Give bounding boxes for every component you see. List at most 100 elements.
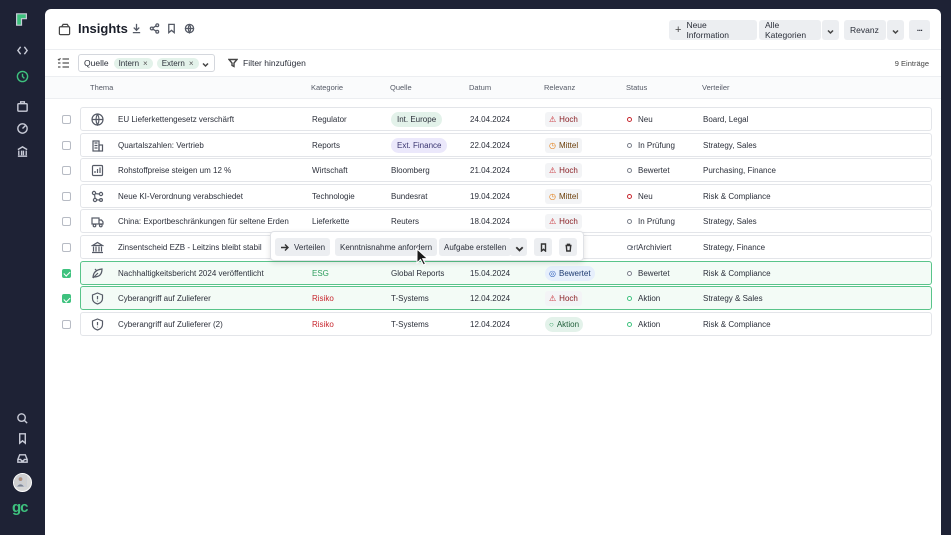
column-header-relevanz[interactable]: Relevanz	[544, 83, 576, 92]
categories-dropdown[interactable]: Alle Kategorien	[759, 20, 821, 40]
inbox-nav-icon[interactable]	[14, 450, 30, 466]
row-checkbox[interactable]	[62, 294, 71, 304]
request-acknowledgement-label: Kenntnisnahme anfordern	[340, 242, 433, 252]
row-checkbox[interactable]	[62, 319, 71, 329]
add-filter-label: Filter hinzufügen	[243, 58, 306, 68]
table-row[interactable]: China: Exportbeschränkungen für seltene …	[80, 209, 932, 234]
create-task-button[interactable]: Aufgabe erstellen	[439, 238, 512, 256]
request-acknowledgement-button[interactable]: Kenntnisnahme anfordern	[335, 238, 438, 256]
row-verteiler: Strategy, Sales	[703, 140, 757, 150]
row-checkbox[interactable]	[62, 268, 71, 278]
distribute-button[interactable]: Verteilen	[275, 238, 331, 256]
relevance-label: Aktion	[556, 319, 580, 329]
sort-dropdown-toggle[interactable]	[887, 20, 904, 40]
relevance-badge: ⚠ Hoch	[545, 112, 582, 127]
column-header-datum[interactable]: Datum	[469, 83, 492, 92]
table-row[interactable]: Neue KI-Verordnung verabschiedet Technolo…	[80, 183, 932, 208]
analytics-nav-icon[interactable]	[14, 120, 30, 136]
globe-action-icon[interactable]	[184, 23, 196, 35]
sort-dropdown[interactable]: Revanz	[844, 20, 886, 40]
truck-icon	[91, 215, 104, 228]
relevance-icon: ⚠	[549, 217, 557, 227]
source-filter[interactable]: Quelle Intern × Extern ×	[78, 54, 215, 72]
row-status: Bewertet	[638, 166, 670, 176]
new-information-button[interactable]: + Neue Information	[669, 20, 757, 40]
delete-selected-button[interactable]	[559, 238, 577, 256]
status-dot-icon	[627, 142, 632, 148]
remove-chip-icon[interactable]: ×	[188, 58, 194, 68]
chevron-down-icon	[892, 27, 899, 34]
insights-box-icon	[58, 23, 71, 36]
share-icon[interactable]	[149, 23, 161, 35]
table-row[interactable]: Cyberangriff auf Zulieferer (2) Risiko T-S…	[80, 311, 932, 336]
column-header-quelle[interactable]: Quelle	[390, 83, 412, 92]
relevance-badge: ⚠ Hoch	[545, 163, 582, 179]
row-checkbox[interactable]	[62, 115, 71, 124]
relevance-label: Hoch	[559, 115, 578, 124]
row-kategorie: Risiko	[312, 294, 334, 304]
table-row[interactable]: Nachhaltigkeitsbericht 2024 veröffentlic…	[80, 260, 932, 285]
create-task-label: Aufgabe erstellen	[444, 242, 507, 252]
remove-chip-icon[interactable]: ×	[143, 58, 148, 68]
create-task-dropdown[interactable]	[510, 238, 527, 256]
insights-nav-icon[interactable]	[14, 68, 30, 84]
bookmark-selected-button[interactable]	[534, 238, 552, 256]
categories-label: Alle Kategorien	[765, 20, 807, 40]
filter-chip-extern[interactable]: Extern ×	[156, 57, 199, 69]
bookmark-icon[interactable]	[166, 23, 178, 35]
search-nav-icon[interactable]	[14, 410, 30, 426]
row-verteiler: Risk & Compliance	[703, 319, 771, 329]
row-checkbox[interactable]	[62, 217, 71, 227]
relevance-label: Hoch	[559, 294, 578, 304]
app-logo-icon[interactable]	[15, 13, 28, 26]
column-header-verteiler[interactable]: Verteiler	[702, 83, 730, 92]
status-dot-icon	[627, 270, 632, 276]
row-datum: 18.04.2024	[470, 217, 511, 227]
relevance-icon: ◷	[549, 140, 556, 150]
relevance-label: Hoch	[559, 166, 578, 176]
row-checkbox[interactable]	[62, 140, 71, 150]
row-verteiler: Strategy, Sales	[703, 217, 757, 227]
row-quelle: T-Systems	[391, 294, 429, 304]
left-rail: gc	[0, 0, 45, 535]
collapse-nav-icon[interactable]	[14, 42, 30, 58]
bulk-action-toolbar: Verteilen Kenntnisnahme anfordern Aufgab…	[270, 231, 584, 261]
column-header-kategorie[interactable]: Kategorie	[311, 83, 344, 92]
relevance-label: Mittel	[558, 191, 579, 201]
row-checkbox[interactable]	[62, 243, 71, 252]
bookmark-nav-icon[interactable]	[14, 430, 30, 446]
globe-icon	[91, 113, 104, 127]
row-checkbox[interactable]	[62, 191, 71, 201]
leaf-icon	[91, 267, 104, 280]
add-filter-button[interactable]: Filter hinzufügen	[228, 58, 306, 68]
row-quelle-badge: Int. Europe	[391, 112, 443, 127]
filter-chip-intern[interactable]: Intern ×	[113, 57, 153, 69]
row-thema: Rohstoffpreise steigen um 12 %	[118, 166, 232, 176]
bank-nav-icon[interactable]	[14, 143, 30, 159]
row-verteiler: Board, Legal	[703, 115, 749, 124]
column-header-status[interactable]: Status	[626, 83, 648, 92]
table-row[interactable]: Rohstoffpreise steigen um 12 % Wirtschaft…	[80, 158, 932, 183]
row-kategorie: Regulator	[312, 115, 347, 124]
checklist-icon[interactable]	[57, 57, 70, 69]
categories-dropdown-toggle[interactable]	[822, 20, 839, 40]
chevron-down-icon[interactable]	[202, 60, 209, 68]
relevance-badge: ⚠ Hoch	[545, 291, 582, 307]
column-header-thema[interactable]: Thema	[90, 83, 114, 92]
row-checkbox[interactable]	[62, 166, 71, 176]
row-datum: 12.04.2024	[470, 294, 511, 304]
user-avatar[interactable]	[13, 473, 32, 492]
bookmark-icon	[540, 242, 546, 252]
row-kategorie: Risiko	[312, 319, 334, 329]
briefcase-nav-icon[interactable]	[14, 98, 30, 114]
row-quelle: T-Systems	[391, 319, 429, 329]
row-thema: Quartalszahlen: Vertrieb	[118, 140, 204, 150]
table-row[interactable]: Quartalszahlen: Vertrieb Reports Ext. Fina…	[80, 132, 932, 157]
chevron-down-icon	[515, 244, 524, 252]
table-row[interactable]: EU Lieferkettengesetz verschärft Regulato…	[80, 107, 932, 131]
status-dot-icon	[627, 296, 632, 302]
row-thema: Cyberangriff auf Zulieferer (2)	[118, 319, 223, 329]
table-row[interactable]: Cyberangriff auf Zulieferer Risiko T-Syste…	[80, 286, 932, 311]
download-icon[interactable]	[131, 23, 143, 35]
more-options-button[interactable]: ···	[909, 20, 930, 40]
